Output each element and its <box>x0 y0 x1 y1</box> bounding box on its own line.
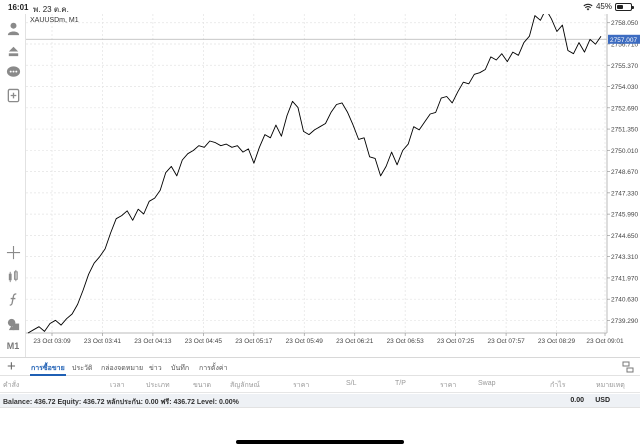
price-tick-label: 2741.970 <box>611 275 638 282</box>
current-price-tag <box>608 34 640 44</box>
price-tick-label: 2740.630 <box>611 297 638 304</box>
price-tick-label: 2747.330 <box>611 190 638 197</box>
status-time: 16:01 <box>8 3 29 12</box>
tab-mailbox[interactable]: กล่องจดหมาย <box>101 365 144 372</box>
crosshair-button[interactable] <box>3 242 23 262</box>
col-price-current: ราคา <box>440 382 457 389</box>
wifi-icon <box>583 3 593 10</box>
chat-icon <box>6 65 20 77</box>
function-button[interactable] <box>3 289 23 309</box>
battery-percent: 45% <box>595 2 612 11</box>
col-tp: T/P <box>395 380 406 387</box>
account-button[interactable] <box>3 18 23 38</box>
status-date: พ. 23 ต.ค. <box>33 5 69 14</box>
price-tick-label: 2745.990 <box>611 212 638 219</box>
battery-icon <box>615 2 634 11</box>
home-indicator <box>236 440 404 444</box>
col-sl: S/L <box>346 380 357 387</box>
col-volume: ขนาด <box>193 382 212 389</box>
price-tick-label: 2751.350 <box>611 127 638 134</box>
objects-button[interactable] <box>3 314 23 334</box>
account-currency: USD <box>595 397 610 404</box>
trade-icon <box>8 46 18 56</box>
chart-svg: 2758.050 2756.710 2755.370 2754.030 2752.690… <box>26 14 640 345</box>
trade-button[interactable] <box>3 40 23 60</box>
status-bar: 16:01 พ. 23 ต.ค. 45% <box>0 0 640 14</box>
price-tick-label: 2756.710 <box>611 41 638 48</box>
time-tick-label: 23 Oct 06:21 <box>336 338 374 345</box>
new-order-button[interactable] <box>3 85 23 105</box>
price-tick-label: 2743.310 <box>611 254 638 261</box>
timeframe-button[interactable]: M1 <box>6 341 20 351</box>
active-tab-indicator <box>30 374 66 376</box>
tab-journal[interactable]: บันทึก <box>171 365 190 372</box>
price-tick-label: 2748.670 <box>611 169 638 176</box>
crosshair-icon <box>6 245 20 259</box>
current-price-label: 2757.007 <box>610 37 637 44</box>
col-type: ประเภท <box>146 382 170 389</box>
chat-button[interactable] <box>3 62 23 82</box>
price-tick-label: 2754.030 <box>611 84 638 91</box>
col-symbol: สัญลักษณ์ <box>230 382 260 389</box>
col-swap: Swap <box>478 380 496 387</box>
price-tick-label: 2739.290 <box>611 318 638 325</box>
left-toolbar: M1 <box>0 14 26 357</box>
tab-settings[interactable]: การตั้งค่า <box>199 365 228 372</box>
balance-summary: Balance: 436.72 Equity: 436.72 หลักประกั… <box>3 399 239 406</box>
terminal-tabbar: + การซื้อขาย ประวัติ กล่องจดหมาย ข่าว บั… <box>0 357 640 376</box>
indicators-icon <box>8 269 18 282</box>
tab-news[interactable]: ข่าว <box>149 365 162 372</box>
account-icon <box>7 22 19 35</box>
panel-layout-icon[interactable] <box>622 361 634 373</box>
time-tick-label: 23 Oct 04:13 <box>134 338 172 345</box>
time-tick-label: 23 Oct 03:09 <box>33 338 71 345</box>
time-tick-label: 23 Oct 09:01 <box>586 338 624 345</box>
price-tick-label: 2744.650 <box>611 233 638 240</box>
time-tick-label: 23 Oct 06:53 <box>387 338 425 345</box>
objects-icon <box>7 318 19 330</box>
time-tick-label: 23 Oct 03:41 <box>84 338 122 345</box>
function-icon <box>9 292 16 306</box>
chart-symbol-label: XAUUSDm, M1 <box>30 17 79 24</box>
price-tick-label: 2755.370 <box>611 63 638 70</box>
indicators-button[interactable] <box>3 266 23 286</box>
time-tick-label: 23 Oct 07:25 <box>437 338 475 345</box>
time-tick-label: 23 Oct 04:45 <box>185 338 223 345</box>
tab-history[interactable]: ประวัติ <box>72 365 93 372</box>
time-tick-label: 23 Oct 05:49 <box>286 338 324 345</box>
price-series-line <box>27 14 602 334</box>
price-tick-label: 2758.050 <box>611 20 638 27</box>
price-tick-label: 2752.690 <box>611 105 638 112</box>
col-comment: หมายเหตุ <box>596 382 625 389</box>
status-right: 45% <box>583 2 634 11</box>
time-tick-label: 23 Oct 07:57 <box>487 338 525 345</box>
price-tick-label: 2750.010 <box>611 148 638 155</box>
battery-fill <box>617 4 623 9</box>
col-order: คำสั่ง <box>3 382 20 389</box>
price-chart[interactable]: 2758.050 2756.710 2755.370 2754.030 2752.690… <box>26 14 640 357</box>
time-tick-label: 23 Oct 08:29 <box>538 338 576 345</box>
trade-table-header: คำสั่ง เวลา ประเภท ขนาด สัญลักษณ์ ราคา S… <box>0 376 640 393</box>
col-profit: กำไร <box>550 382 566 389</box>
tab-trade[interactable]: การซื้อขาย <box>31 365 65 372</box>
balance-row: Balance: 436.72 Equity: 436.72 หลักประกั… <box>0 394 640 408</box>
add-icon[interactable]: + <box>7 358 16 375</box>
col-time: เวลา <box>110 382 125 389</box>
col-price: ราคา <box>293 382 310 389</box>
total-profit: 0.00 <box>570 397 584 404</box>
time-tick-label: 23 Oct 05:17 <box>235 338 273 345</box>
new-order-icon <box>7 88 19 102</box>
